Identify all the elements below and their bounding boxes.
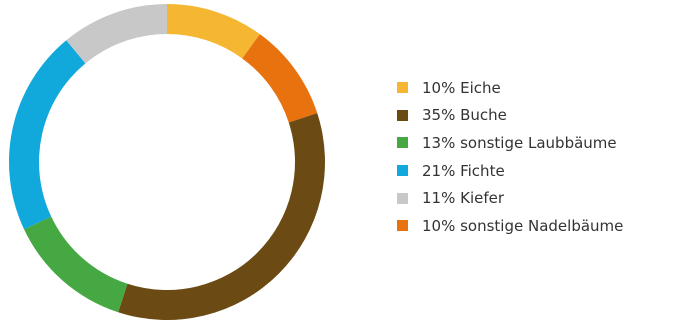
legend-item-buche: 35% Buche [397, 102, 623, 130]
legend-label: 35% Buche [422, 106, 507, 125]
chart-legend: 10% Eiche 35% Buche 13% sonstige Laubbäu… [397, 74, 623, 240]
legend-item-fichte: 21% Fichte [397, 157, 623, 185]
donut-slice-1 [242, 34, 318, 123]
legend-label: 21% Fichte [422, 161, 505, 180]
donut-slice-4 [8, 40, 86, 230]
legend-swatch [397, 192, 408, 204]
donut-slice-5 [66, 4, 167, 64]
donut-slice-3 [24, 216, 128, 313]
legend-label: 10% sonstige Nadelbäume [422, 216, 624, 235]
legend-swatch [397, 137, 408, 149]
legend-swatch [397, 165, 408, 177]
legend-item-eiche: 10% Eiche [397, 74, 623, 102]
legend-swatch [397, 109, 408, 121]
donut-slice-0 [167, 4, 260, 59]
donut-slice-2 [118, 113, 326, 321]
legend-item-sonstige-laubbaeume: 13% sonstige Laubbäume [397, 129, 623, 157]
legend-swatch [397, 82, 408, 94]
legend-label: 10% Eiche [422, 78, 501, 97]
legend-label: 11% Kiefer [422, 189, 505, 208]
donut-chart [8, 4, 326, 321]
legend-item-sonstige-nadelbaeume: 10% sonstige Nadelbäume [397, 212, 623, 240]
legend-swatch [397, 220, 408, 232]
legend-item-kiefer: 11% Kiefer [397, 184, 623, 212]
legend-label: 13% sonstige Laubbäume [422, 133, 617, 152]
